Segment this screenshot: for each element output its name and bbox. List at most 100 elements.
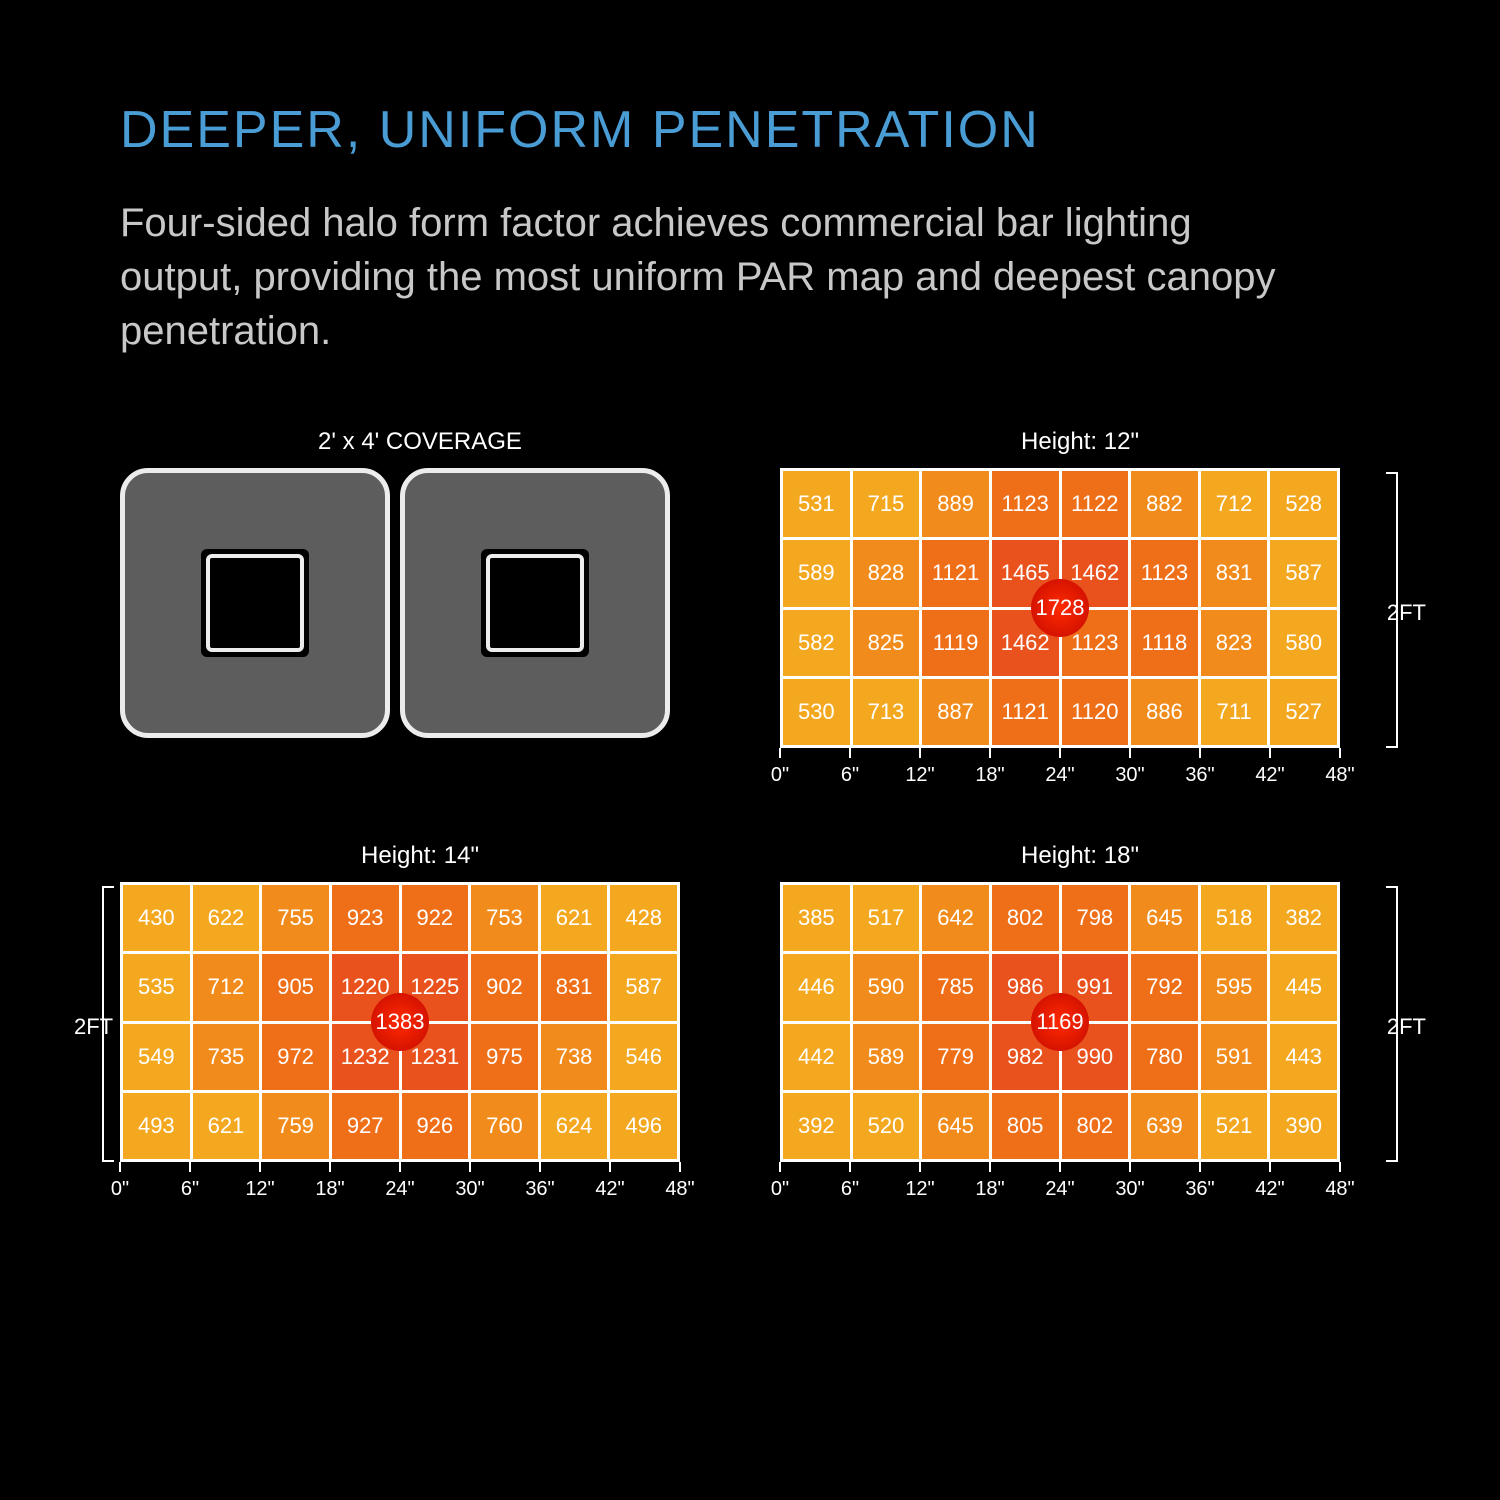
heatmap-cell: 517: [853, 885, 920, 951]
x-axis-label: 18": [295, 1178, 365, 1201]
heatmap-cell: 496: [610, 1093, 677, 1159]
heatmap-cell: 882: [1131, 471, 1198, 537]
heatmap-cell: 831: [541, 954, 608, 1020]
heatmap-cell: 587: [610, 954, 677, 1020]
x-tick-marks: [780, 1162, 1340, 1172]
heatmap-cell: 738: [541, 1024, 608, 1090]
x-axis-label: 12": [225, 1178, 295, 1201]
heatmap-cell: 530: [783, 679, 850, 745]
heatmap-grid: 3855176428027986455183824465907859869917…: [780, 882, 1340, 1162]
heatmap-cell: 780: [1131, 1024, 1198, 1090]
heatmap-cell: 1121: [992, 679, 1059, 745]
heatmap-cell: 792: [1131, 954, 1198, 1020]
heatmap-cell: 711: [1201, 679, 1268, 745]
heatmap-cell: 390: [1270, 1093, 1337, 1159]
fixture-pair: [120, 468, 720, 738]
fixture-label: 2' x 4' COVERAGE: [120, 428, 720, 456]
heatmap-cell: 755: [262, 885, 329, 951]
heatmap-cell: 825: [853, 610, 920, 676]
heatmap-cell: 587: [1270, 540, 1337, 606]
heatmap-cell: 802: [992, 885, 1059, 951]
x-axis-label: 24": [1025, 764, 1095, 787]
fixture-left: [120, 468, 390, 738]
heatmap-title: Height: 12": [780, 428, 1380, 456]
heatmap-cell: 927: [332, 1093, 399, 1159]
heatmap-cell: 518: [1201, 885, 1268, 951]
x-axis: 0"6"12"18"24"30"36"42"48": [85, 1178, 715, 1201]
heatmap-cell: 975: [471, 1024, 538, 1090]
heatmap-cell: 392: [783, 1093, 850, 1159]
heatmap-12in: Height: 12"53171588911231122882712528589…: [780, 428, 1380, 787]
x-axis-label: 0": [745, 1178, 815, 1201]
heatmap-cell: 712: [1201, 471, 1268, 537]
heatmap-14in: Height: 14" 43062275592392275362142853571…: [120, 842, 720, 1201]
heatmap-cell: 430: [123, 885, 190, 951]
x-axis-label: 36": [505, 1178, 575, 1201]
heatmap-title: Height: 18": [780, 842, 1380, 870]
heatmap-grid: 5317158891123112288271252858982811211465…: [780, 468, 1340, 748]
x-axis: 0"6"12"18"24"30"36"42"48": [745, 764, 1375, 787]
heatmap-cell: 760: [471, 1093, 538, 1159]
heatmap-cell: 923: [332, 885, 399, 951]
heatmap-18in: Height: 18"38551764280279864551838244659…: [780, 842, 1380, 1201]
heatmap-cell: 535: [123, 954, 190, 1020]
heatmap-cell: 1119: [922, 610, 989, 676]
peak-badge: 1169: [1031, 993, 1089, 1051]
heatmap-cell: 1123: [1131, 540, 1198, 606]
y-axis-label: 2FT: [1387, 882, 1426, 1171]
heatmap-cell: 889: [922, 471, 989, 537]
x-axis-label: 6": [815, 764, 885, 787]
heatmap-cell: 521: [1201, 1093, 1268, 1159]
heatmap-cell: 446: [783, 954, 850, 1020]
x-axis-label: 24": [1025, 1178, 1095, 1201]
fixture-panel: 2' x 4' COVERAGE: [120, 428, 720, 787]
heatmap-cell: 582: [783, 610, 850, 676]
heatmap-cell: 779: [922, 1024, 989, 1090]
heatmap-cell: 382: [1270, 885, 1337, 951]
heatmap-cell: 805: [992, 1093, 1059, 1159]
heatmap-cell: 528: [1270, 471, 1337, 537]
x-axis-label: 48": [1305, 1178, 1375, 1201]
fixture-cutout: [486, 554, 584, 652]
x-axis-label: 42": [575, 1178, 645, 1201]
heatmap-cell: 442: [783, 1024, 850, 1090]
x-axis-label: 42": [1235, 1178, 1305, 1201]
heatmap-cell: 823: [1201, 610, 1268, 676]
heatmap-grid: 4306227559239227536214285357129051220122…: [120, 882, 680, 1162]
heatmap-cell: 493: [123, 1093, 190, 1159]
heatmap-cell: 645: [922, 1093, 989, 1159]
x-axis-label: 6": [155, 1178, 225, 1201]
heatmap-cell: 445: [1270, 954, 1337, 1020]
x-axis-label: 30": [1095, 1178, 1165, 1201]
page-subtitle: Four-sided halo form factor achieves com…: [120, 196, 1300, 358]
heatmap-cell: 753: [471, 885, 538, 951]
fixture-cutout: [206, 554, 304, 652]
x-axis-label: 24": [365, 1178, 435, 1201]
fixture-right: [400, 468, 670, 738]
x-axis-label: 0": [745, 764, 815, 787]
y-axis-label: 2FT: [1387, 468, 1426, 757]
heatmap-cell: 520: [853, 1093, 920, 1159]
heatmap-title: Height: 14": [120, 842, 720, 870]
heatmap-cell: 735: [193, 1024, 260, 1090]
peak-badge: 1383: [371, 993, 429, 1051]
heatmap-cell: 828: [853, 540, 920, 606]
heatmap-cell: 905: [262, 954, 329, 1020]
heatmap-cell: 590: [853, 954, 920, 1020]
heatmap-cell: 642: [922, 885, 989, 951]
heatmap-cell: 549: [123, 1024, 190, 1090]
heatmap-cell: 622: [193, 885, 260, 951]
x-tick-marks: [780, 748, 1340, 758]
x-axis: 0"6"12"18"24"30"36"42"48": [745, 1178, 1375, 1201]
heatmap-cell: 621: [541, 885, 608, 951]
x-axis-label: 18": [955, 764, 1025, 787]
content-grid: 2' x 4' COVERAGE Height: 12"531715889112…: [120, 428, 1380, 1201]
x-axis-label: 48": [1305, 764, 1375, 787]
heatmap-cell: 1123: [992, 471, 1059, 537]
heatmap-cell: 443: [1270, 1024, 1337, 1090]
heatmap-cell: 712: [193, 954, 260, 1020]
heatmap-cell: 972: [262, 1024, 329, 1090]
x-axis-label: 36": [1165, 1178, 1235, 1201]
x-axis-label: 6": [815, 1178, 885, 1201]
heatmap-cell: 645: [1131, 885, 1198, 951]
